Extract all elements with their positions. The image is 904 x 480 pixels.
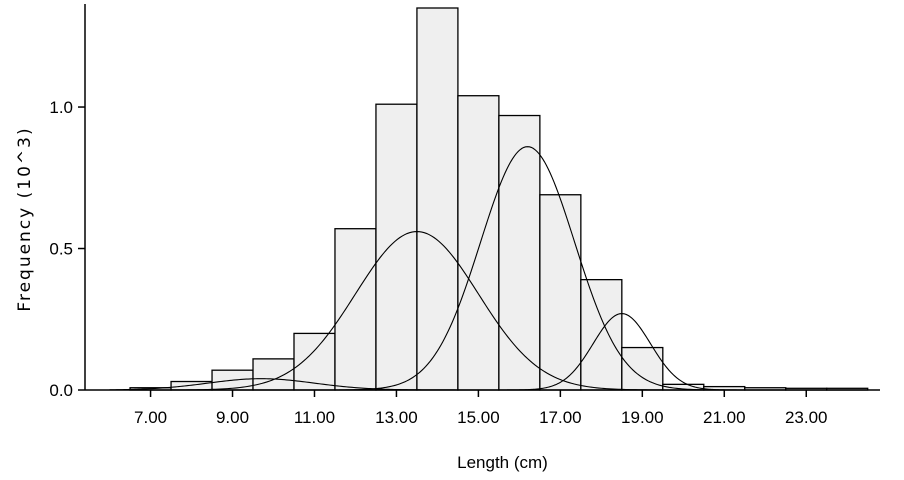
- fitted-curve-4: [507, 313, 737, 391]
- histogram-bar: [334, 228, 377, 391]
- y-axis-ticks: 0.0 0.5 1.0: [49, 98, 85, 400]
- y-tick-label: 1.0: [49, 98, 73, 117]
- fitted-curve-3: [339, 146, 717, 391]
- x-tick-label: 19.00: [621, 408, 664, 427]
- histogram-bar: [580, 278, 623, 391]
- histogram-bars: [129, 7, 869, 391]
- y-axis-title: Frequency (10^3): [15, 126, 35, 311]
- histogram-bar: [375, 103, 418, 391]
- histogram-bar: [539, 194, 582, 391]
- x-tick-label: 15.00: [457, 408, 500, 427]
- x-tick-label: 17.00: [539, 408, 582, 427]
- x-tick-label: 13.00: [375, 408, 418, 427]
- histogram-bar: [293, 332, 336, 391]
- axes: [84, 4, 880, 391]
- x-tick-label: 21.00: [703, 408, 746, 427]
- histogram-bar: [457, 95, 500, 391]
- histogram-bar: [621, 346, 664, 391]
- x-tick-label: 11.00: [294, 408, 335, 427]
- x-tick-label: 23.00: [785, 408, 828, 427]
- fitted-curve-2: [171, 230, 663, 391]
- histogram-bar: [498, 114, 541, 391]
- x-tick-label: 7.00: [134, 408, 167, 427]
- x-axis-title: Length (cm): [457, 453, 548, 472]
- histogram-bar: [252, 358, 295, 391]
- x-axis-ticks: 7.00 9.00 11.00 13.00 15.00 17.00 19.00 21.00 23…: [134, 390, 828, 427]
- histogram-bar: [170, 380, 213, 391]
- y-tick-label: 0.0: [49, 381, 73, 400]
- histogram-bar: [416, 7, 459, 391]
- fitted-curves: [109, 146, 737, 391]
- y-tick-label: 0.5: [49, 240, 73, 259]
- x-tick-label: 9.00: [216, 408, 249, 427]
